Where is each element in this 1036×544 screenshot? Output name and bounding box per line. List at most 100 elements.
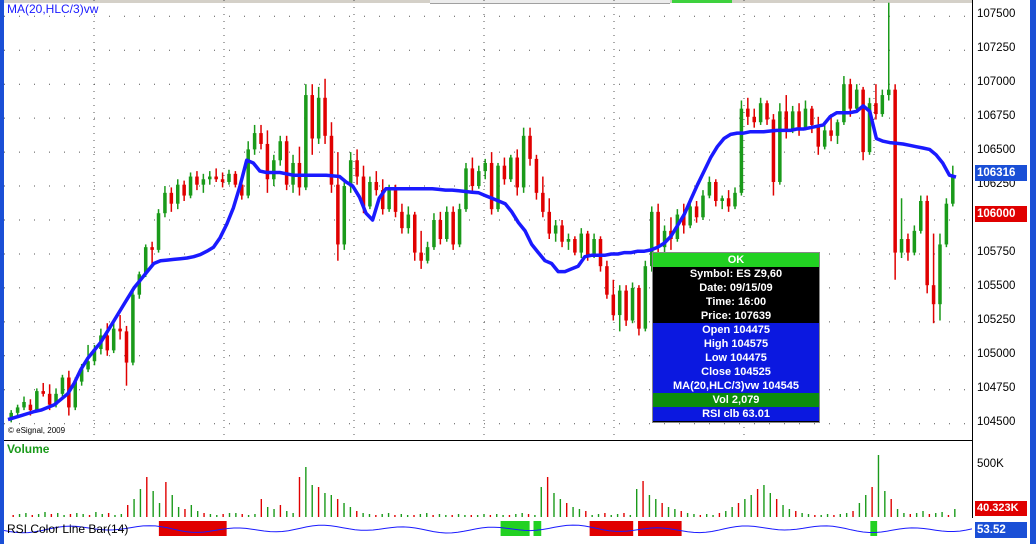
price-axis-label: 107250 xyxy=(977,42,1016,55)
candle-body xyxy=(822,130,827,147)
candle xyxy=(867,97,872,155)
candle xyxy=(22,396,26,411)
candle-body xyxy=(272,160,276,180)
candle-body xyxy=(585,233,590,256)
candle xyxy=(547,198,552,240)
candle-body xyxy=(310,95,315,139)
candle-body xyxy=(547,211,552,234)
last-price-tag: 106316 xyxy=(975,165,1027,181)
price-axis-label: 107000 xyxy=(977,76,1016,89)
candle xyxy=(284,135,289,191)
candle-body xyxy=(169,192,174,204)
candle-body xyxy=(79,369,84,382)
candle-body xyxy=(765,103,769,120)
candle-body xyxy=(143,247,148,275)
date-axis[interactable] xyxy=(4,538,972,544)
candle-body xyxy=(656,211,660,248)
candle xyxy=(893,84,897,280)
candle-body xyxy=(73,381,78,408)
candle-body xyxy=(598,239,603,267)
cursor-info-window[interactable]: OK Symbol: ES Z9,60 Date: 09/15/09 Time:… xyxy=(652,252,820,423)
candle-body xyxy=(451,211,455,245)
candle xyxy=(886,2,891,101)
candle-body xyxy=(688,206,692,226)
candle-body xyxy=(22,401,26,408)
info-low: Low 104475 xyxy=(653,351,819,365)
candle-body xyxy=(649,211,654,267)
candle-body xyxy=(733,192,737,207)
candle-body xyxy=(336,184,340,245)
rsi-color-block xyxy=(870,521,878,536)
candle xyxy=(733,187,737,210)
price-axis-label: 104500 xyxy=(977,415,1016,428)
candle-body xyxy=(951,176,955,204)
candle-body xyxy=(387,190,391,210)
candle xyxy=(707,176,712,199)
rsi-panel[interactable] xyxy=(4,518,972,539)
candle xyxy=(304,84,308,191)
candle-body xyxy=(483,162,487,172)
candle xyxy=(502,157,507,185)
candle xyxy=(451,206,455,250)
candle-body xyxy=(521,135,526,188)
price-chart[interactable] xyxy=(4,0,972,440)
candle-body xyxy=(406,214,411,229)
volume-panel[interactable] xyxy=(4,440,972,520)
candle xyxy=(746,97,750,125)
candle xyxy=(835,119,840,144)
candle xyxy=(425,241,430,264)
candle xyxy=(406,206,411,234)
candle xyxy=(246,141,250,199)
candle xyxy=(489,152,494,215)
candle xyxy=(432,213,436,250)
candle-body xyxy=(323,97,327,136)
candle-body xyxy=(637,287,641,329)
candle xyxy=(515,149,519,196)
candle xyxy=(822,124,827,150)
candle-body xyxy=(899,239,904,253)
candle-body xyxy=(47,393,52,405)
candle-body xyxy=(816,124,821,147)
candle xyxy=(656,203,660,253)
candle-body xyxy=(893,89,897,253)
info-close: Close 104525 xyxy=(653,365,819,379)
candle xyxy=(374,171,379,196)
candle xyxy=(643,260,648,332)
candle-body xyxy=(412,214,417,253)
candle xyxy=(182,180,186,201)
candle-body xyxy=(707,181,712,196)
study-title-ma: MA(20,HLC/3)vw xyxy=(7,2,99,16)
candle-body xyxy=(182,184,186,196)
candle-body xyxy=(60,377,65,394)
candle-body xyxy=(701,195,705,218)
candle xyxy=(726,190,731,212)
candle-body xyxy=(784,111,789,131)
top-toolbar-strip xyxy=(0,0,1036,4)
candle-body xyxy=(368,181,372,207)
candle xyxy=(874,84,878,120)
volume-axis-label: 500K xyxy=(977,458,1004,470)
candle xyxy=(252,124,257,155)
candle xyxy=(445,206,449,242)
candle-body xyxy=(880,95,885,115)
candle-body xyxy=(400,211,404,229)
info-rsi: RSI clb 63.01 xyxy=(653,407,819,421)
toolbar-scroll-segment[interactable] xyxy=(430,0,670,4)
candle-body xyxy=(560,225,564,242)
candle-body xyxy=(118,328,122,332)
price-axis-label: 105750 xyxy=(977,245,1016,258)
candle-body xyxy=(810,108,814,125)
candle-body xyxy=(214,176,218,180)
candle xyxy=(272,154,276,187)
candle xyxy=(816,116,821,155)
candle xyxy=(528,127,532,166)
candle-body xyxy=(771,119,776,182)
toolbar-green-segment[interactable] xyxy=(672,0,732,3)
candle xyxy=(156,209,161,253)
price-axis-label: 106750 xyxy=(977,110,1016,123)
candle xyxy=(534,154,539,200)
candle xyxy=(797,103,801,136)
candle-body xyxy=(835,122,840,136)
candle-body xyxy=(252,133,257,150)
candle xyxy=(579,228,584,259)
